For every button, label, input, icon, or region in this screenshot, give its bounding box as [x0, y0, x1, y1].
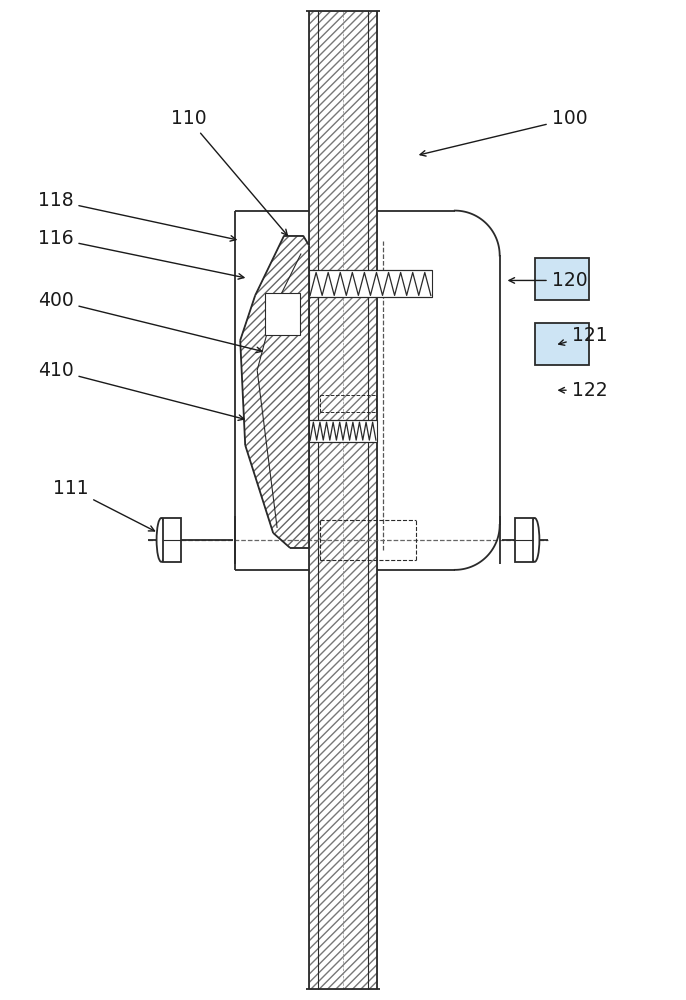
Bar [163, 518, 181, 562]
Bar [514, 518, 532, 562]
Bar [534, 323, 589, 365]
Text: 116: 116 [38, 229, 244, 279]
Text: 121: 121 [558, 326, 607, 345]
Text: 122: 122 [559, 381, 607, 400]
Bar [309, 270, 431, 297]
Ellipse shape [530, 518, 539, 562]
Text: 118: 118 [38, 191, 236, 241]
Text: 110: 110 [171, 109, 287, 235]
Polygon shape [240, 236, 309, 548]
Ellipse shape [156, 518, 166, 562]
Text: 111: 111 [53, 479, 154, 531]
Text: 410: 410 [38, 361, 244, 420]
Bar [265, 293, 300, 335]
Text: 100: 100 [420, 109, 587, 156]
Bar [309, 420, 377, 442]
Bar [534, 258, 589, 300]
Text: 400: 400 [38, 291, 262, 353]
Text: 120: 120 [509, 271, 587, 290]
Polygon shape [309, 11, 377, 989]
